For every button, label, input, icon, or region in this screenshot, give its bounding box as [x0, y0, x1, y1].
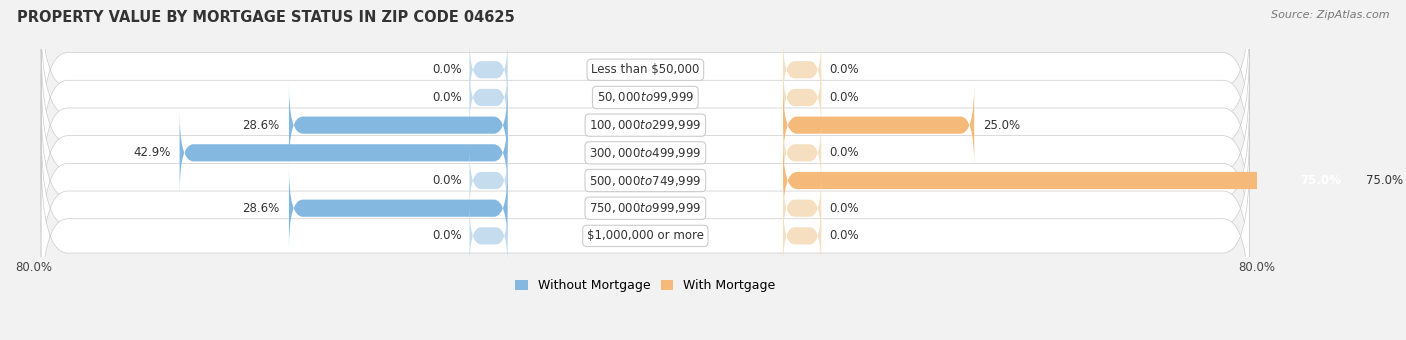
- FancyBboxPatch shape: [783, 84, 974, 166]
- Text: 75.0%: 75.0%: [1365, 174, 1403, 187]
- FancyBboxPatch shape: [290, 167, 508, 250]
- FancyBboxPatch shape: [470, 65, 508, 131]
- FancyBboxPatch shape: [470, 203, 508, 269]
- Text: Less than $50,000: Less than $50,000: [591, 63, 700, 76]
- Text: 42.9%: 42.9%: [134, 146, 170, 159]
- FancyBboxPatch shape: [783, 37, 821, 103]
- Text: 25.0%: 25.0%: [983, 119, 1021, 132]
- FancyBboxPatch shape: [783, 203, 821, 269]
- FancyBboxPatch shape: [180, 112, 508, 194]
- Text: 0.0%: 0.0%: [830, 230, 859, 242]
- FancyBboxPatch shape: [41, 46, 1250, 205]
- FancyBboxPatch shape: [783, 175, 821, 241]
- FancyBboxPatch shape: [41, 129, 1250, 288]
- Text: $300,000 to $499,999: $300,000 to $499,999: [589, 146, 702, 160]
- Text: 0.0%: 0.0%: [830, 91, 859, 104]
- FancyBboxPatch shape: [41, 101, 1250, 260]
- Text: $50,000 to $99,999: $50,000 to $99,999: [596, 90, 695, 104]
- FancyBboxPatch shape: [470, 37, 508, 103]
- Text: 0.0%: 0.0%: [432, 91, 461, 104]
- Text: 0.0%: 0.0%: [432, 230, 461, 242]
- Text: PROPERTY VALUE BY MORTGAGE STATUS IN ZIP CODE 04625: PROPERTY VALUE BY MORTGAGE STATUS IN ZIP…: [17, 10, 515, 25]
- Text: $750,000 to $999,999: $750,000 to $999,999: [589, 201, 702, 215]
- FancyBboxPatch shape: [41, 156, 1250, 316]
- Text: $500,000 to $749,999: $500,000 to $749,999: [589, 173, 702, 188]
- Text: 0.0%: 0.0%: [432, 63, 461, 76]
- FancyBboxPatch shape: [41, 18, 1250, 177]
- Text: 0.0%: 0.0%: [830, 146, 859, 159]
- Text: 75.0%: 75.0%: [1301, 174, 1341, 187]
- FancyBboxPatch shape: [290, 84, 508, 166]
- Text: 0.0%: 0.0%: [432, 174, 461, 187]
- Text: 0.0%: 0.0%: [830, 202, 859, 215]
- FancyBboxPatch shape: [783, 139, 1357, 222]
- Text: 0.0%: 0.0%: [830, 63, 859, 76]
- Legend: Without Mortgage, With Mortgage: Without Mortgage, With Mortgage: [512, 276, 779, 296]
- FancyBboxPatch shape: [41, 0, 1250, 150]
- Text: $1,000,000 or more: $1,000,000 or more: [586, 230, 704, 242]
- Text: 28.6%: 28.6%: [242, 119, 280, 132]
- Text: $100,000 to $299,999: $100,000 to $299,999: [589, 118, 702, 132]
- Text: 28.6%: 28.6%: [242, 202, 280, 215]
- FancyBboxPatch shape: [41, 73, 1250, 233]
- FancyBboxPatch shape: [783, 65, 821, 131]
- FancyBboxPatch shape: [470, 148, 508, 214]
- FancyBboxPatch shape: [783, 120, 821, 186]
- Text: Source: ZipAtlas.com: Source: ZipAtlas.com: [1271, 10, 1389, 20]
